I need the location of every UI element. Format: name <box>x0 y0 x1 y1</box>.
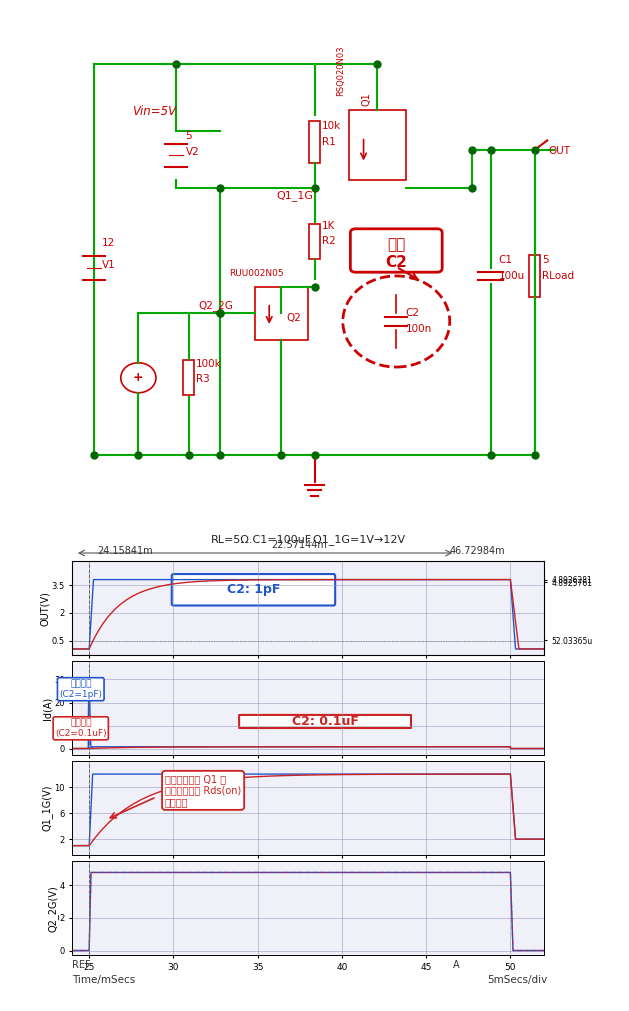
Text: Q1: Q1 <box>362 93 372 106</box>
Text: RSQ020N03: RSQ020N03 <box>337 45 345 96</box>
Text: 100n: 100n <box>406 325 432 335</box>
Text: 46.72984m: 46.72984m <box>450 546 505 556</box>
Text: C2: 0.1uF: C2: 0.1uF <box>292 715 359 728</box>
Y-axis label: Id(A): Id(A) <box>43 697 53 720</box>
Text: Time/mSecs: Time/mSecs <box>72 975 136 985</box>
Text: C2: C2 <box>386 255 407 270</box>
Text: 追加: 追加 <box>387 238 406 253</box>
Text: 通过缓慢上升 Q1 的
栅极电压，使 Rds(on)
慢慢变小: 通过缓慢上升 Q1 的 栅极电压，使 Rds(on) 慢慢变小 <box>165 773 242 807</box>
Text: Q2_2G: Q2_2G <box>198 300 233 311</box>
Text: RLoad: RLoad <box>542 271 574 281</box>
Text: C1: C1 <box>499 255 513 265</box>
Bar <box>309 120 320 164</box>
Text: 浪涌电流
(C2=1pF): 浪涌电流 (C2=1pF) <box>59 679 103 699</box>
Text: 22.57144m: 22.57144m <box>271 540 326 550</box>
Text: V1: V1 <box>102 260 116 270</box>
Text: 100u: 100u <box>499 271 525 281</box>
Bar <box>309 223 320 259</box>
Text: +: + <box>133 371 143 384</box>
Y-axis label: OUT(V): OUT(V) <box>40 590 50 626</box>
Text: C2: C2 <box>406 308 420 318</box>
Bar <box>255 287 308 341</box>
Text: RL=5Ω.C1=100uF.Q1_1G=1V→12V: RL=5Ω.C1=100uF.Q1_1G=1V→12V <box>211 534 406 545</box>
Text: 浪涌电流
(C2=0.1uF): 浪涌电流 (C2=0.1uF) <box>55 719 106 738</box>
Text: 100k: 100k <box>196 359 222 369</box>
Text: C2: 1pF: C2: 1pF <box>227 583 280 596</box>
Text: Q2: Q2 <box>286 313 301 324</box>
Text: 5mSecs/div: 5mSecs/div <box>487 975 548 985</box>
Text: R1: R1 <box>322 136 336 147</box>
Text: 12: 12 <box>102 239 115 249</box>
Y-axis label: Q2_2G(V): Q2_2G(V) <box>47 885 58 931</box>
Text: A: A <box>453 959 460 970</box>
Bar <box>529 255 540 297</box>
Bar <box>349 110 406 180</box>
Text: V2: V2 <box>186 148 199 158</box>
Text: R3: R3 <box>196 373 210 383</box>
Text: R2: R2 <box>322 236 336 246</box>
Text: Vin=5V: Vin=5V <box>132 105 176 118</box>
Text: 5: 5 <box>186 131 192 142</box>
FancyBboxPatch shape <box>350 228 442 272</box>
Bar <box>183 360 194 395</box>
Text: 1K: 1K <box>322 221 335 232</box>
Text: OUT: OUT <box>548 147 571 157</box>
FancyBboxPatch shape <box>239 715 411 728</box>
Text: 5: 5 <box>542 255 549 265</box>
Text: 10k: 10k <box>322 120 342 130</box>
Text: REF: REF <box>72 959 91 970</box>
Text: 24.15841m: 24.15841m <box>97 546 153 556</box>
Y-axis label: Q1_1G(V): Q1_1G(V) <box>42 785 53 831</box>
Text: RUU002N05: RUU002N05 <box>230 269 284 278</box>
FancyBboxPatch shape <box>172 574 335 606</box>
Text: Q1_1G: Q1_1G <box>277 190 314 201</box>
